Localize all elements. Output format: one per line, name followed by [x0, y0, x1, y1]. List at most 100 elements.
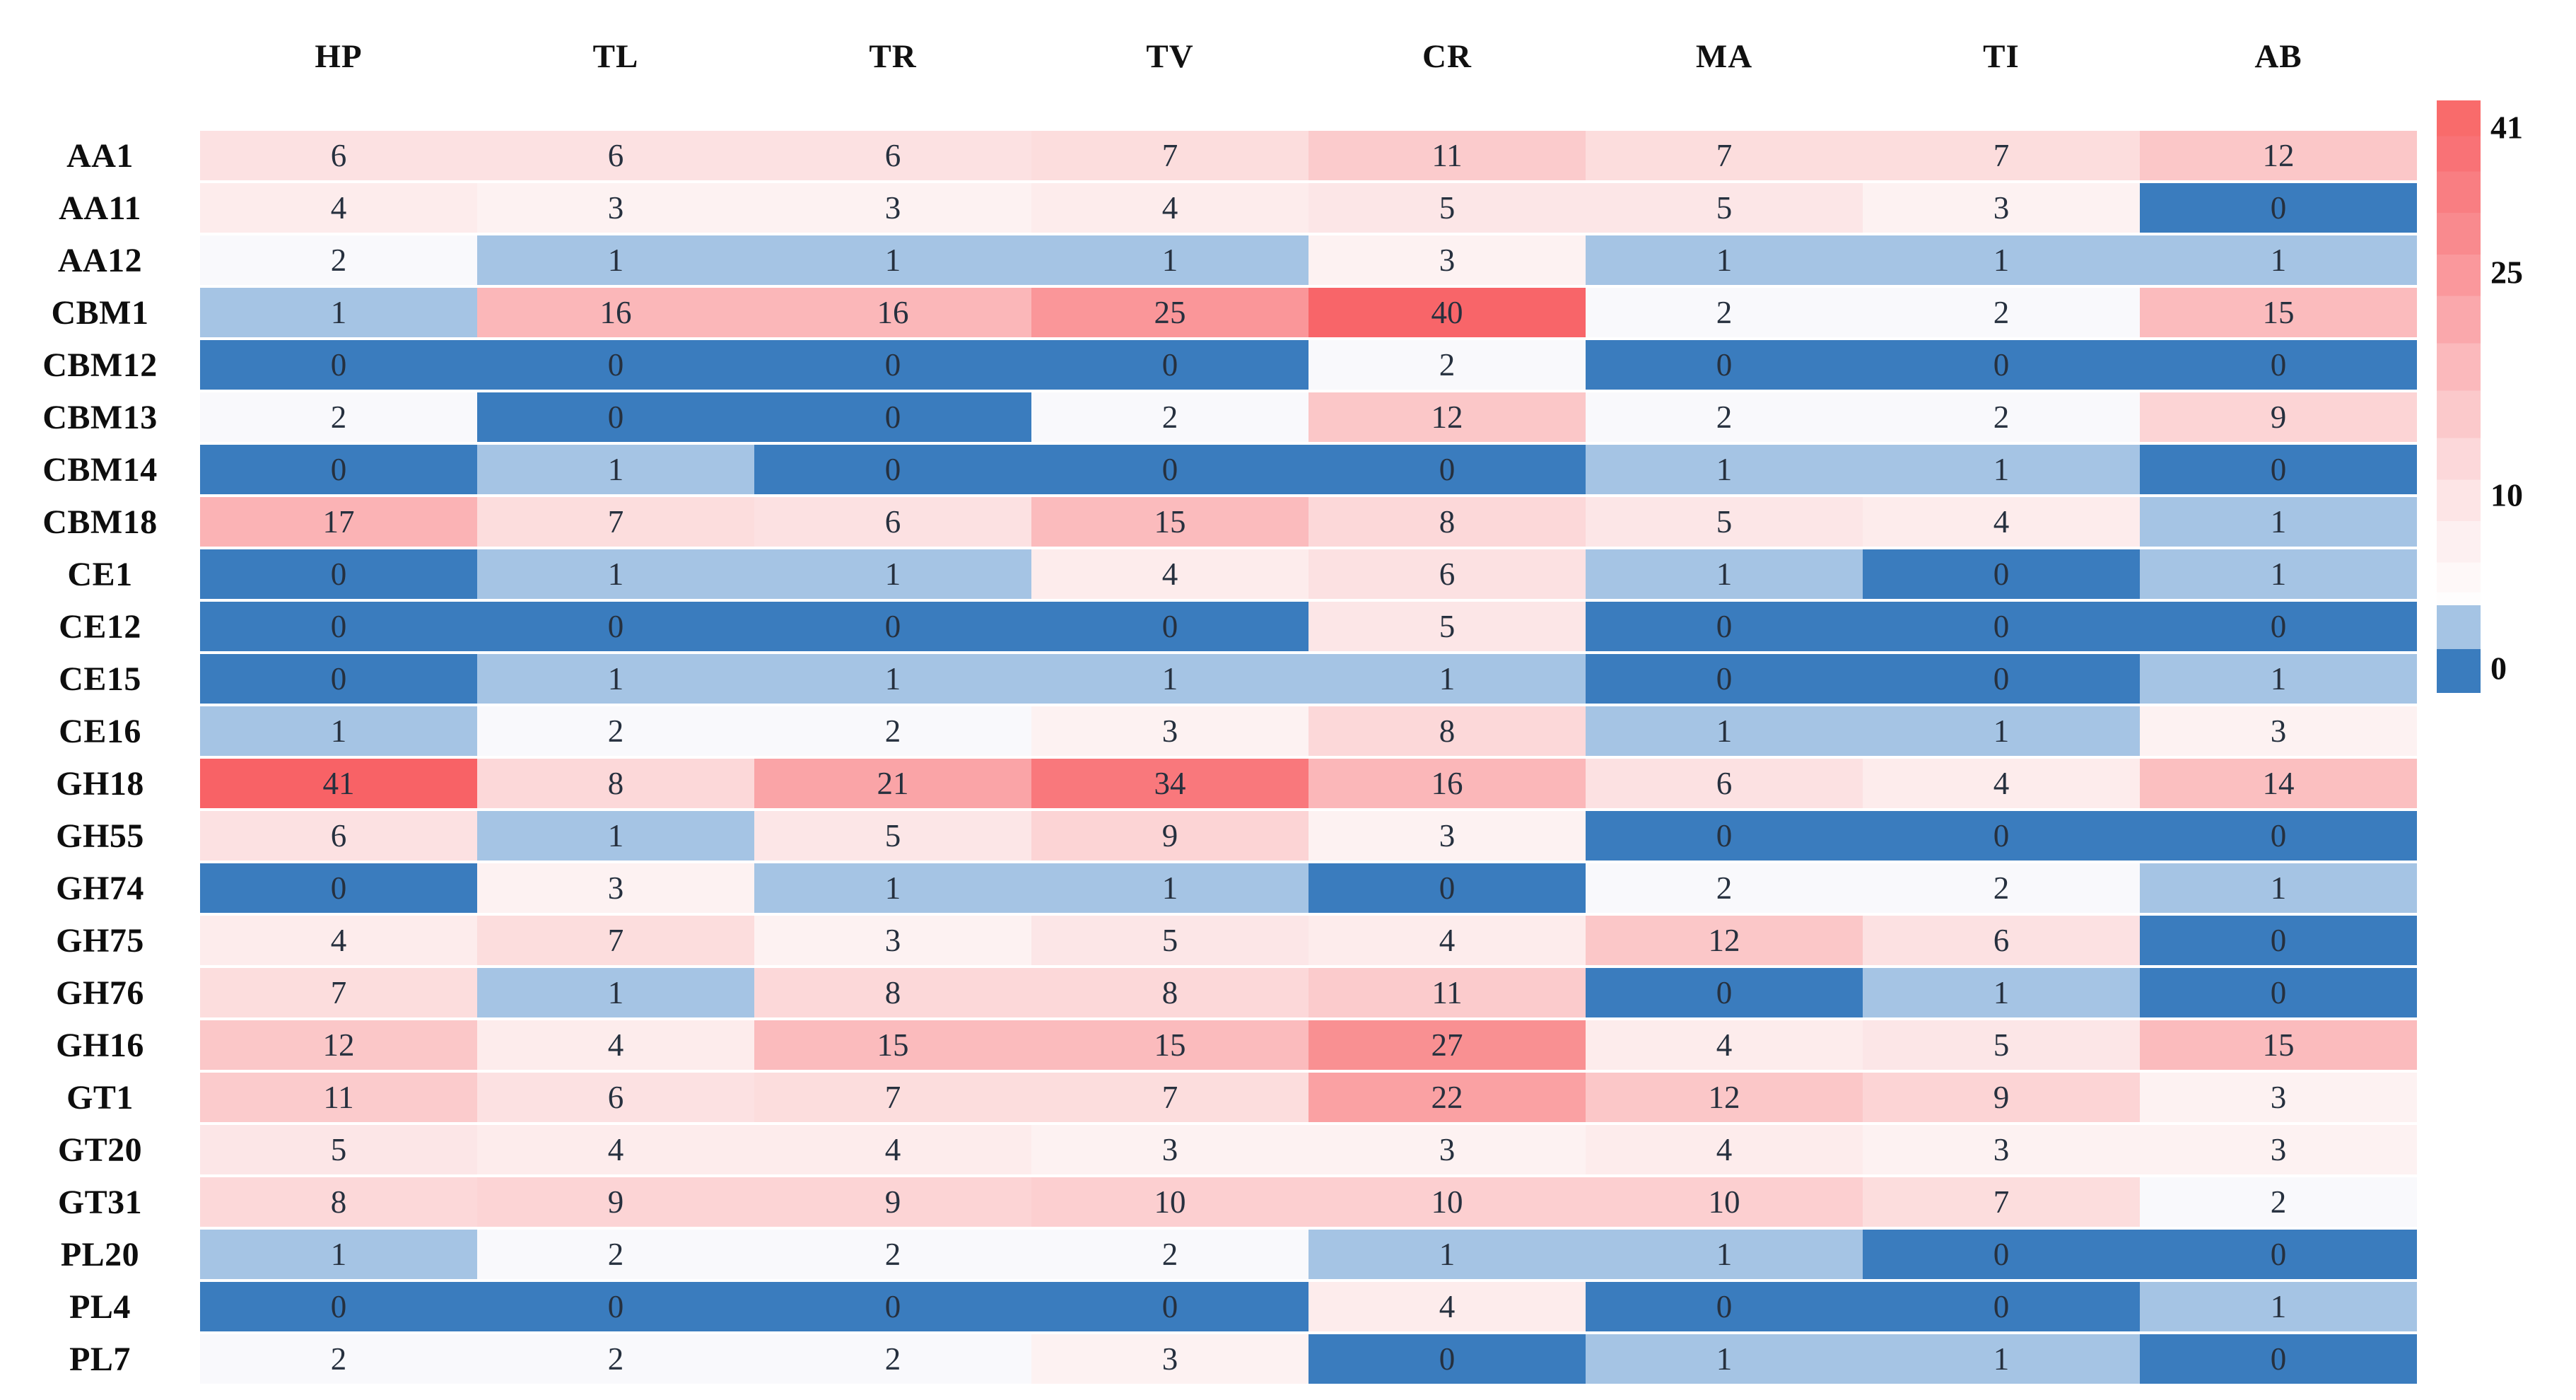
heatmap-cell-gh18-cr: 16 — [1309, 759, 1586, 808]
heatmap-cell-cbm13-tl: 0 — [477, 392, 754, 442]
row-label-gt20: GT20 — [57, 1131, 143, 1169]
heatmap-row-gh16: GH16 12 4 15 15 27 4 5 15 — [0, 1020, 2417, 1073]
row-label-cbm18: CBM18 — [42, 503, 158, 541]
heatmap-cell-aa12-hp: 2 — [200, 235, 477, 285]
heatmap-cell-pl7-tv: 3 — [1031, 1334, 1309, 1384]
heatmap-cell-gh74-cr: 0 — [1309, 863, 1586, 913]
heatmap-cell-ce12-cr: 5 — [1309, 602, 1586, 651]
row-label-gh76: GH76 — [56, 974, 144, 1012]
heatmap-row-ce1: CE1 0 1 1 4 6 1 0 1 — [0, 549, 2417, 602]
heatmap-cell-ce15-ti: 0 — [1863, 654, 2140, 704]
heatmap-cell-gh55-cr: 3 — [1309, 811, 1586, 861]
heatmap-cell-gh75-ti: 6 — [1863, 916, 2140, 965]
heatmap-cell-pl20-ma: 1 — [1586, 1230, 1863, 1279]
heatmap-cell-gh76-hp: 7 — [200, 968, 477, 1017]
heatmap-cell-cbm14-tv: 0 — [1031, 445, 1309, 494]
heatmap-cell-pl4-ma: 0 — [1586, 1282, 1863, 1331]
heatmap-cell-ce12-tv: 0 — [1031, 602, 1309, 651]
heatmap-cell-gh55-ma: 0 — [1586, 811, 1863, 861]
heatmap-cell-pl7-tr: 2 — [754, 1334, 1031, 1384]
heatmap-cell-gh16-hp: 12 — [200, 1020, 477, 1070]
row-label-gh55: GH55 — [56, 817, 144, 855]
heatmap-cell-cbm18-ab: 1 — [2140, 497, 2417, 547]
heatmap-cell-pl4-cr: 4 — [1309, 1282, 1586, 1331]
row-label-cbm12: CBM12 — [42, 346, 158, 384]
heatmap-cell-gh18-hp: 41 — [200, 759, 477, 808]
row-label-gh18: GH18 — [56, 764, 144, 803]
heatmap-row-gt1: GT1 11 6 7 7 22 12 9 3 — [0, 1073, 2417, 1125]
heatmap-cell-ce12-ab: 0 — [2140, 602, 2417, 651]
heatmap-cell-gh76-ma: 0 — [1586, 968, 1863, 1017]
heatmap-cell-ce12-tl: 0 — [477, 602, 754, 651]
heatmap-cell-aa12-ti: 1 — [1863, 235, 2140, 285]
heatmap-cell-ce16-tl: 2 — [477, 706, 754, 756]
heatmap-cell-gh74-tr: 1 — [754, 863, 1031, 913]
heatmap-cell-pl7-ab: 0 — [2140, 1334, 2417, 1384]
heatmap-cell-gh16-tr: 15 — [754, 1020, 1031, 1070]
heatmap-cell-cbm18-ma: 5 — [1586, 497, 1863, 547]
heatmap-row-pl4: PL4 0 0 0 0 4 0 0 1 — [0, 1282, 2417, 1334]
heatmap-cell-ce12-ti: 0 — [1863, 602, 2140, 651]
heatmap-cell-ce15-tv: 1 — [1031, 654, 1309, 704]
heatmap-cell-pl4-tl: 0 — [477, 1282, 754, 1331]
heatmap-cell-cbm12-tl: 0 — [477, 340, 754, 390]
heatmap-cell-cbm12-ti: 0 — [1863, 340, 2140, 390]
heatmap-cell-gh16-cr: 27 — [1309, 1020, 1586, 1070]
heatmap-grid: AA1 6 6 6 7 11 7 7 12 AA11 4 3 3 4 5 5 3 0 AA12 2 1 1 1 3 1 1 1 CBM… — [0, 131, 2417, 1387]
heatmap-row-ce16: CE16 1 2 2 3 8 1 1 3 — [0, 706, 2417, 759]
heatmap-cell-ce1-tl: 1 — [477, 549, 754, 599]
heatmap-cell-aa12-tr: 1 — [754, 235, 1031, 285]
heatmap-cell-gt1-tv: 7 — [1031, 1073, 1309, 1122]
heatmap-cell-gh75-hp: 4 — [200, 916, 477, 965]
heatmap-cell-gt1-tr: 7 — [754, 1073, 1031, 1122]
heatmap-cell-cbm12-tv: 0 — [1031, 340, 1309, 390]
heatmap-cell-ce16-hp: 1 — [200, 706, 477, 756]
column-header-tl: TL — [592, 37, 639, 75]
column-header-tv: TV — [1146, 37, 1194, 75]
heatmap-cell-cbm1-tv: 25 — [1031, 288, 1309, 337]
heatmap-cell-gh75-ma: 12 — [1586, 916, 1863, 965]
heatmap-cell-cbm18-cr: 8 — [1309, 497, 1586, 547]
heatmap-cell-ce1-hp: 0 — [200, 549, 477, 599]
heatmap-row-gt31: GT31 8 9 9 10 10 10 7 2 — [0, 1177, 2417, 1230]
heatmap-row-gh74: GH74 0 3 1 1 0 2 2 1 — [0, 863, 2417, 916]
heatmap-cell-cbm14-ab: 0 — [2140, 445, 2417, 494]
heatmap-cell-gh16-tl: 4 — [477, 1020, 754, 1070]
heatmap-cell-pl7-hp: 2 — [200, 1334, 477, 1384]
heatmap-cell-gh18-tv: 34 — [1031, 759, 1309, 808]
column-header-ab: AB — [2254, 37, 2302, 75]
heatmap-row-gh76: GH76 7 1 8 8 11 0 1 0 — [0, 968, 2417, 1020]
heatmap-cell-gh16-tv: 15 — [1031, 1020, 1309, 1070]
heatmap-cell-cbm14-ma: 1 — [1586, 445, 1863, 494]
heatmap-cell-aa12-tv: 1 — [1031, 235, 1309, 285]
heatmap-cell-aa12-ma: 1 — [1586, 235, 1863, 285]
heatmap-cell-aa11-ma: 5 — [1586, 183, 1863, 233]
row-label-pl7: PL7 — [69, 1340, 131, 1378]
heatmap-cell-ce16-tv: 3 — [1031, 706, 1309, 756]
heatmap-cell-ce15-ab: 1 — [2140, 654, 2417, 704]
heatmap-cell-gt1-cr: 22 — [1309, 1073, 1586, 1122]
heatmap-cell-aa1-ma: 7 — [1586, 131, 1863, 180]
heatmap-cell-cbm1-hp: 1 — [200, 288, 477, 337]
row-label-gt1: GT1 — [66, 1078, 134, 1116]
heatmap-cell-gt31-tr: 9 — [754, 1177, 1031, 1227]
heatmap-cell-gh75-tl: 7 — [477, 916, 754, 965]
heatmap-cell-pl7-ma: 1 — [1586, 1334, 1863, 1384]
heatmap-cell-aa11-hp: 4 — [200, 183, 477, 233]
column-header-hp: HP — [315, 37, 363, 75]
heatmap-cell-gh76-tv: 8 — [1031, 968, 1309, 1017]
heatmap-cell-cbm18-hp: 17 — [200, 497, 477, 547]
heatmap-cell-gh75-tr: 3 — [754, 916, 1031, 965]
heatmap-cell-cbm1-tl: 16 — [477, 288, 754, 337]
heatmap-cell-gh18-ti: 4 — [1863, 759, 2140, 808]
heatmap-cell-gh76-ab: 0 — [2140, 968, 2417, 1017]
heatmap-cell-aa1-ab: 12 — [2140, 131, 2417, 180]
heatmap-cell-ce1-ti: 0 — [1863, 549, 2140, 599]
heatmap-cell-gt31-ab: 2 — [2140, 1177, 2417, 1227]
heatmap-row-ce12: CE12 0 0 0 0 5 0 0 0 — [0, 602, 2417, 654]
row-label-aa12: AA12 — [57, 241, 143, 279]
heatmap-cell-gh55-ab: 0 — [2140, 811, 2417, 861]
heatmap-cell-pl4-ab: 1 — [2140, 1282, 2417, 1331]
heatmap-row-cbm14: CBM14 0 1 0 0 0 1 1 0 — [0, 445, 2417, 497]
heatmap-cell-gh76-ti: 1 — [1863, 968, 2140, 1017]
